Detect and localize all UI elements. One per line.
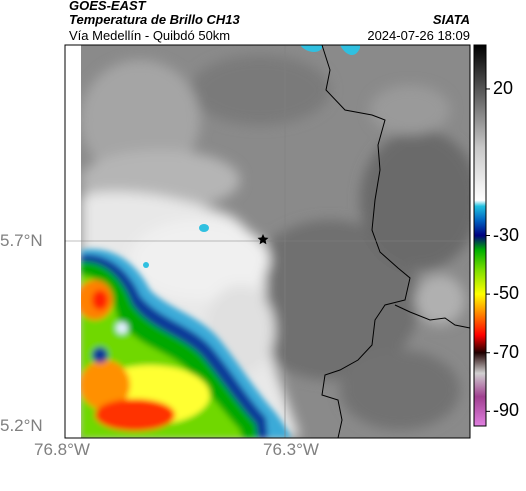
lon-tick-label: 76.3°W — [263, 440, 319, 459]
colorbar-label: -90 — [493, 400, 520, 421]
colorbar-label: -30 — [493, 224, 520, 245]
lon-tick-label: 76.8°W — [34, 440, 90, 459]
lat-tick-label: 5.7°N — [0, 231, 43, 250]
colorbar-label: 20 — [493, 77, 514, 98]
agency-label: SIATA — [432, 12, 470, 27]
timestamp-label: 2024-07-26 18:09 — [367, 28, 470, 43]
product-subtitle: Temperatura de Brillo CH13 — [69, 12, 240, 27]
boundary-line — [321, 44, 411, 439]
colorbar-label: -70 — [493, 341, 520, 362]
colorbar-ticks — [486, 88, 490, 412]
star-icon — [257, 234, 269, 245]
brightness-temperature-image — [81, 45, 470, 438]
map-frame — [64, 44, 471, 439]
colorbar — [473, 44, 487, 427]
colorbar-label: -50 — [493, 283, 520, 304]
boundary-line-east — [394, 304, 471, 329]
lat-tick-label: 5.2°N — [0, 416, 43, 435]
route-label: Vía Medellín - Quibdó 50km — [69, 28, 231, 43]
product-title: GOES-EAST — [69, 0, 146, 13]
